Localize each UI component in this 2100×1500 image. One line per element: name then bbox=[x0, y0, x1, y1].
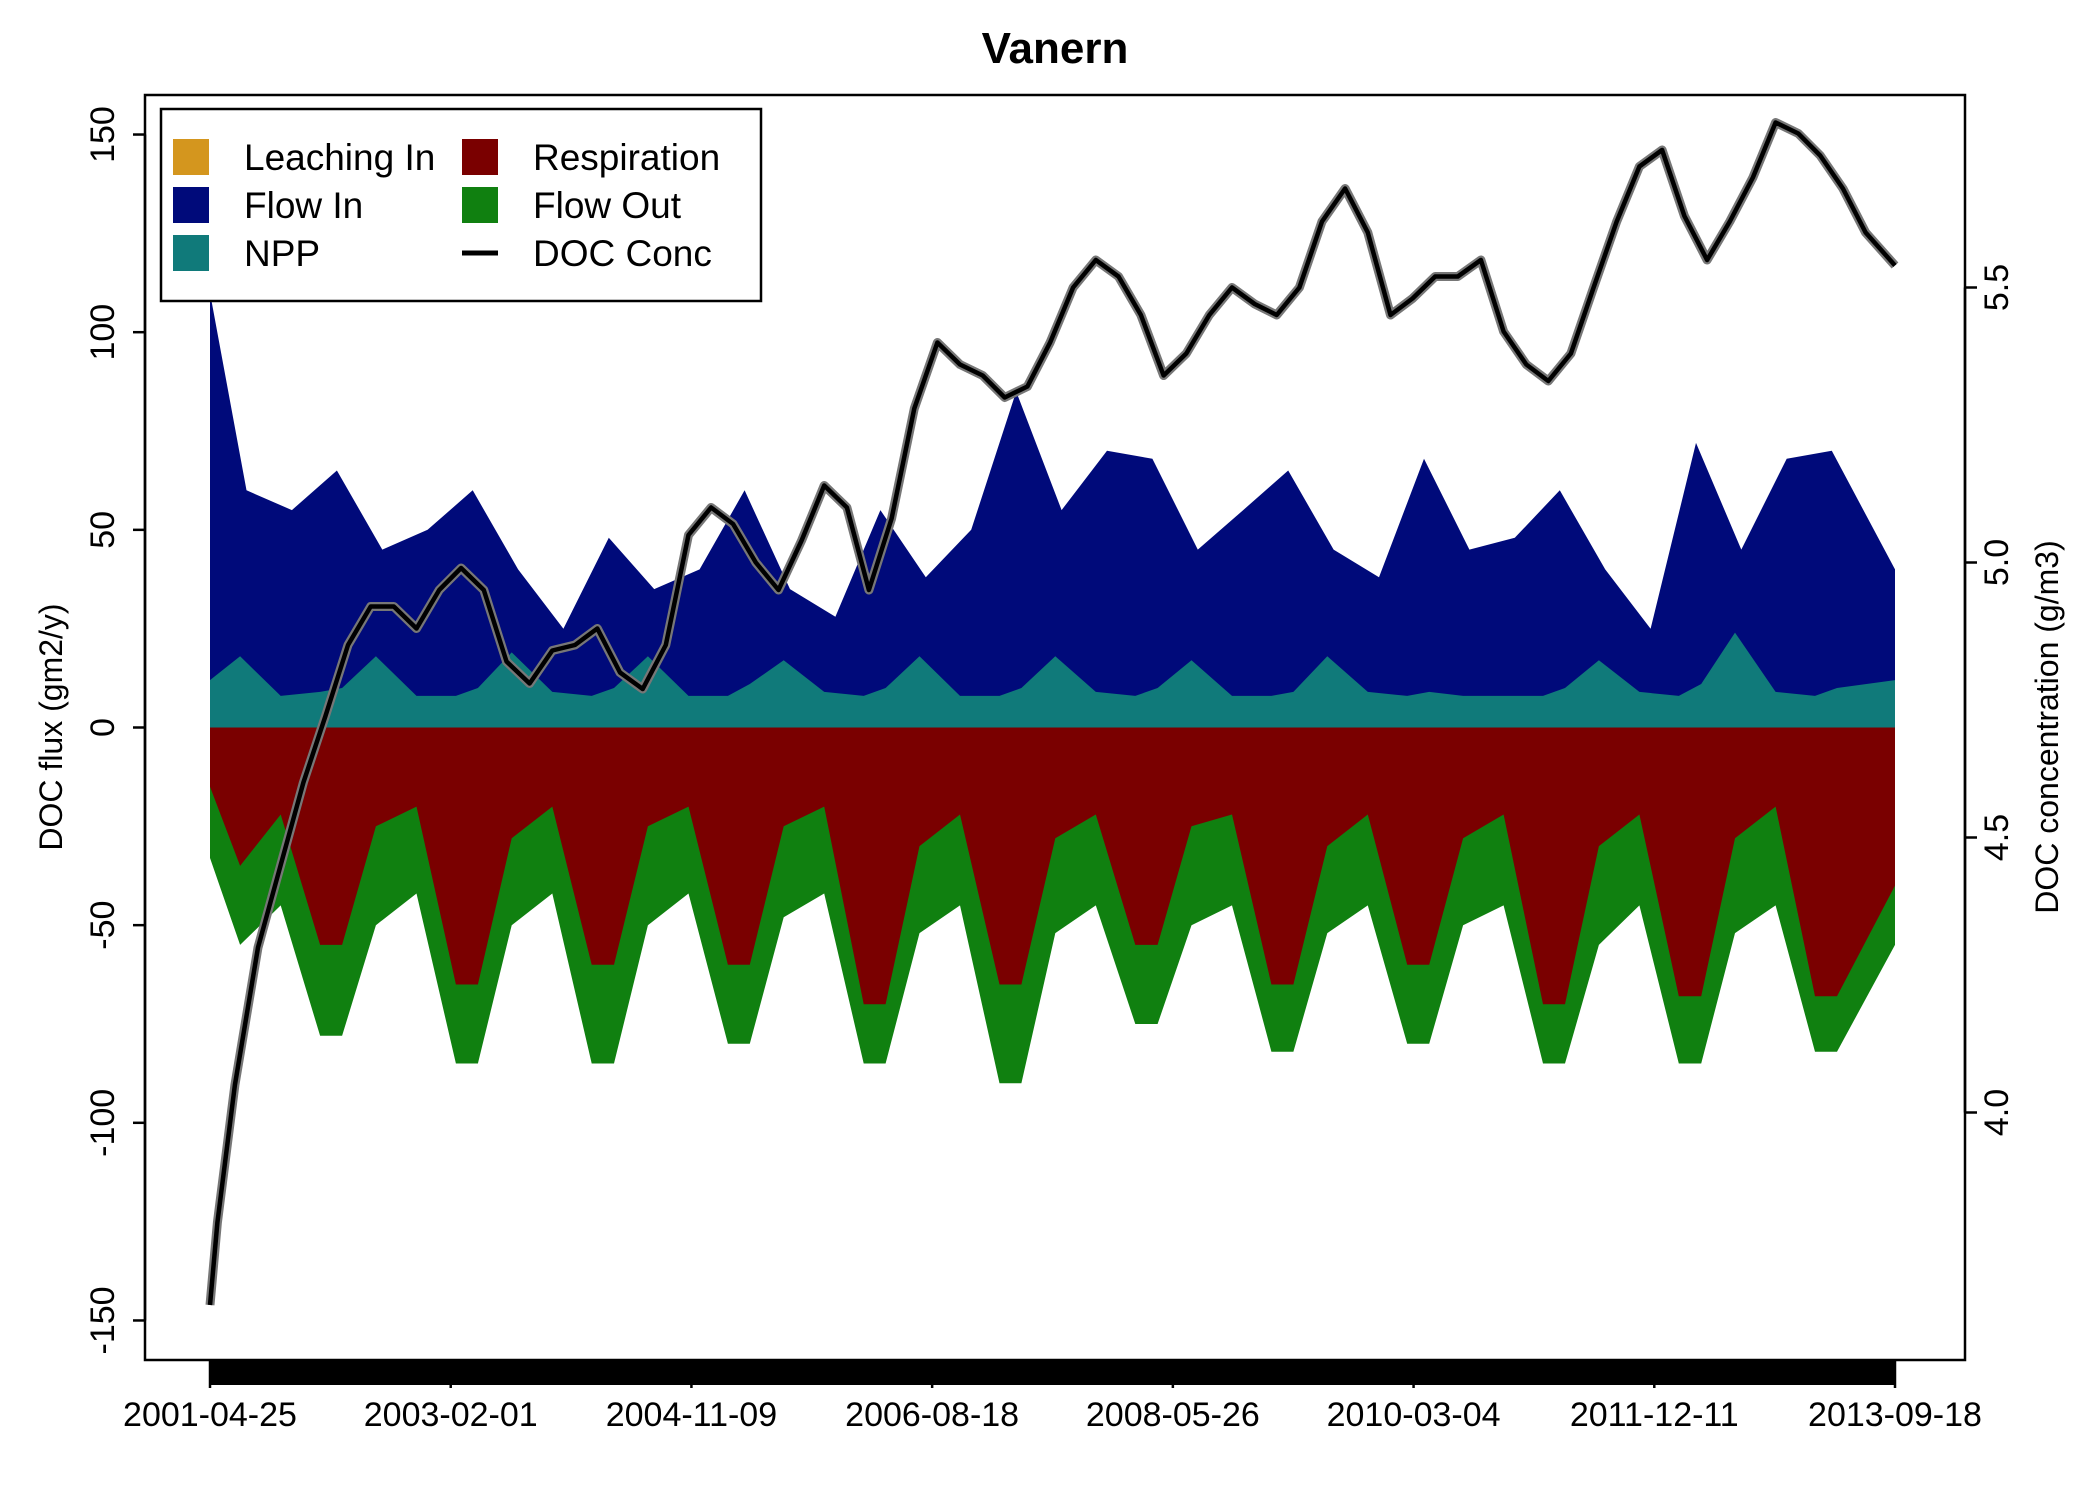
legend-swatch bbox=[462, 139, 498, 175]
flow-in-area bbox=[210, 292, 1895, 728]
y-tick-label: -150 bbox=[84, 1286, 122, 1354]
x-axis: 2001-04-25 2003-02-01 2004-11-09 2006-08-18… bbox=[123, 1360, 1982, 1434]
x-axis-tick-band bbox=[210, 1360, 1895, 1385]
y2-tick-label: 5.5 bbox=[1978, 264, 2016, 311]
x-tick-label: 2001-04-25 bbox=[123, 1396, 297, 1434]
npp-area bbox=[210, 632, 1895, 728]
y-axis-title: DOC flux (gm2/y) bbox=[33, 603, 69, 850]
y-tick-label: -50 bbox=[84, 901, 122, 950]
y-tick-label: -100 bbox=[84, 1089, 122, 1157]
legend-label: Flow Out bbox=[533, 185, 682, 226]
y2-tick-label: 4.0 bbox=[1978, 1089, 2016, 1136]
legend-label: NPP bbox=[244, 233, 320, 274]
x-tick-label: 2003-02-01 bbox=[364, 1396, 538, 1434]
legend-swatch bbox=[462, 187, 498, 223]
legend-label: Respiration bbox=[533, 137, 720, 178]
y-tick-label: 50 bbox=[84, 511, 122, 549]
legend-label: Leaching In bbox=[244, 137, 435, 178]
chart-title: Vanern bbox=[982, 24, 1129, 73]
doc-conc-series bbox=[205, 118, 1899, 1306]
x-tick-label: 2013-09-18 bbox=[1808, 1396, 1982, 1434]
respiration-series bbox=[210, 727, 1895, 1005]
legend-label: Flow In bbox=[244, 185, 363, 226]
y-tick-label: 100 bbox=[84, 304, 122, 361]
x-tick-label: 2004-11-09 bbox=[606, 1396, 777, 1434]
legend-swatch bbox=[173, 139, 209, 175]
y2-tick-label: 5.0 bbox=[1978, 539, 2016, 586]
x-tick-label: 2008-05-26 bbox=[1086, 1396, 1260, 1434]
right-y-axis: 4.0 4.5 5.0 5.5 bbox=[1963, 264, 2016, 1136]
y-tick-label: 150 bbox=[84, 106, 122, 163]
npp-series bbox=[210, 632, 1895, 728]
left-y-axis: -150 -100 -50 0 50 100 150 bbox=[84, 106, 147, 1355]
respiration-area bbox=[210, 727, 1895, 1005]
x-tick-label: 2010-03-04 bbox=[1327, 1396, 1501, 1434]
y-tick-label: 0 bbox=[84, 718, 122, 737]
legend-box bbox=[159, 107, 763, 303]
legend-label: DOC Conc bbox=[533, 233, 712, 274]
legend-swatch bbox=[173, 187, 209, 223]
flow-in-series bbox=[210, 292, 1895, 728]
y2-tick-label: 4.5 bbox=[1978, 814, 2016, 861]
x-tick-label: 2006-08-18 bbox=[845, 1396, 1019, 1434]
legend: Leaching In Respiration Flow In Flow Out NPP… bbox=[159, 107, 763, 303]
y2-axis-title: DOC concentration (g/m3) bbox=[2029, 540, 2065, 913]
x-tick-label: 2011-12-11 bbox=[1570, 1396, 1739, 1434]
legend-swatch bbox=[173, 235, 209, 271]
doc-conc-line bbox=[207, 120, 1897, 1306]
